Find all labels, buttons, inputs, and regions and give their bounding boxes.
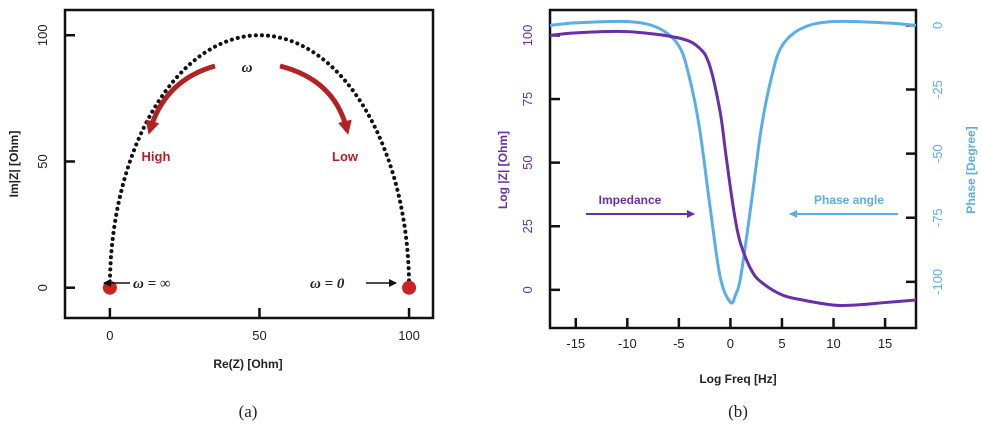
bode-right-tick-label: 0: [930, 22, 945, 29]
bode-x-tick-label: -10: [618, 336, 637, 351]
bode-left-tick-label: 75: [520, 92, 535, 106]
nyquist-y-tick-label: 100: [35, 24, 50, 46]
nyquist-ticks: 0 50 100 0 50 100: [35, 24, 420, 343]
bode-left-tick-label: 50: [520, 155, 535, 169]
bode-right-axis-title: Phase [Degree]: [964, 126, 978, 213]
bode-x-axis-title: Log Freq [Hz]: [699, 372, 776, 386]
omega-label: ω: [242, 60, 253, 76]
omega-zero-point: [402, 280, 417, 295]
impedance-curve: [549, 29, 917, 308]
phase-angle-curve: [549, 19, 917, 305]
bode-x-tick-label: 5: [778, 336, 785, 351]
low-frequency-arrow: [279, 63, 352, 135]
low-label: Low: [332, 149, 359, 164]
high-label: High: [142, 149, 171, 164]
nyquist-semicircle-curve: [107, 33, 412, 290]
high-frequency-arrow: [145, 63, 216, 135]
bode-x-tick-label: 0: [727, 336, 734, 351]
bode-x-tick-label: 15: [878, 336, 892, 351]
bode-x-tick-label: -5: [673, 336, 685, 351]
bode-frame: [548, 8, 918, 330]
nyquist-x-axis-title: Re(Z) [Ohm]: [213, 357, 282, 371]
caption-a: (a): [239, 402, 258, 421]
caption-b: (b): [728, 402, 748, 421]
bode-x-tick-label: -15: [566, 336, 585, 351]
bode-right-tick-label: -100: [930, 269, 945, 295]
nyquist-y-axis-title: Im|Z| [Ohm]: [7, 131, 21, 198]
nyquist-x-tick-label: 50: [252, 328, 266, 343]
nyquist-frame: [63, 8, 435, 320]
impedance-legend-label: Impedance: [599, 193, 662, 207]
nyquist-y-tick-label: 50: [35, 154, 50, 168]
nyquist-panel: 0 50 100 0 50 100 ω High Low ω = ∞ ω = 0 Re(Z…: [7, 8, 435, 421]
nyquist-y-tick-label: 0: [35, 284, 50, 291]
bode-left-axis-title: Log |Z| [Ohm]: [496, 131, 510, 209]
bode-x-tick-label: 10: [826, 336, 840, 351]
omega-zero-label: ω = 0: [310, 276, 345, 292]
nyquist-x-tick-label: 0: [106, 328, 113, 343]
bode-right-tick-label: -75: [930, 208, 945, 227]
bode-left-tick-label: 25: [520, 219, 535, 233]
bode-right-tick-label: -25: [930, 80, 945, 99]
bode-left-tick-label: 0: [520, 286, 535, 293]
bode-left-tick-label: 100: [520, 25, 535, 47]
nyquist-x-tick-label: 100: [398, 328, 420, 343]
phase-angle-legend-label: Phase angle: [814, 193, 884, 207]
omega-infinity-label: ω = ∞: [133, 276, 171, 292]
bode-right-tick-label: -50: [930, 144, 945, 163]
